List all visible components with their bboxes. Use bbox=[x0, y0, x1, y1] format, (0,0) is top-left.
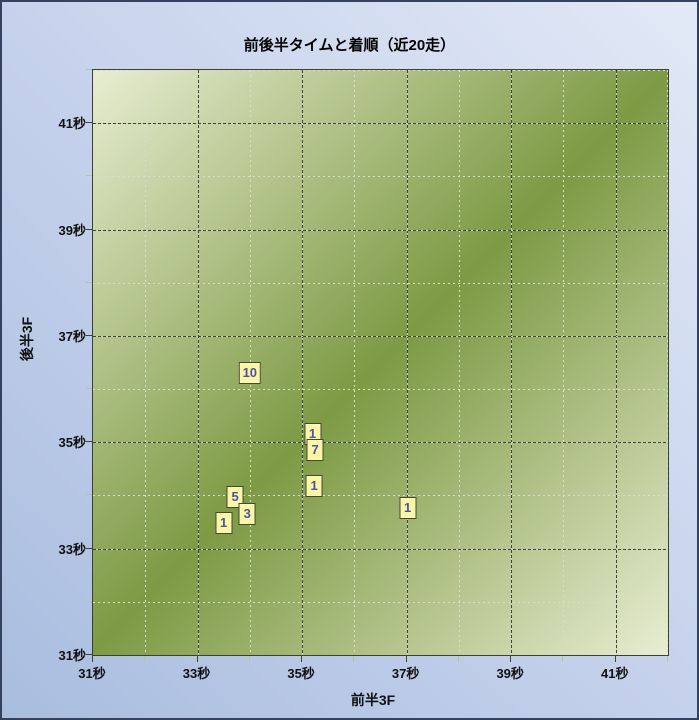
rank-marker: 1 bbox=[399, 496, 417, 519]
gridline-major-horizontal bbox=[93, 548, 668, 550]
gridline-minor-horizontal bbox=[93, 601, 668, 603]
plot-area: 10 1 7 1 5 3 1 1 bbox=[92, 69, 669, 656]
gridline-major-horizontal bbox=[93, 123, 668, 125]
gridline-major-vertical bbox=[615, 70, 617, 655]
gridline-minor-horizontal bbox=[93, 282, 668, 284]
y-axis-tick bbox=[86, 654, 92, 655]
chart-title: 前後半タイムと着順（近20走） bbox=[243, 37, 456, 54]
x-tick-label: 31秒 bbox=[78, 666, 106, 681]
y-axis-minor-tick bbox=[86, 494, 92, 496]
x-axis-minor-tick bbox=[353, 656, 355, 662]
rank-marker: 7 bbox=[306, 439, 324, 462]
gridline-major-horizontal bbox=[93, 335, 668, 337]
y-tick-label: 31秒 bbox=[58, 648, 86, 663]
y-axis-minor-tick bbox=[86, 175, 92, 177]
gridline-minor-horizontal bbox=[93, 389, 668, 391]
y-tick-label: 39秒 bbox=[58, 222, 86, 238]
y-axis-tick bbox=[86, 547, 92, 549]
x-axis-minor-tick bbox=[562, 656, 564, 662]
gridline-minor-vertical bbox=[667, 70, 668, 655]
x-tick-label: 37秒 bbox=[391, 666, 420, 681]
y-axis-tick bbox=[86, 334, 92, 336]
x-tick-label: 35秒 bbox=[287, 666, 315, 681]
gridline-major-vertical bbox=[511, 70, 513, 655]
y-axis-tick bbox=[86, 441, 92, 443]
y-tick-label: 41秒 bbox=[58, 116, 86, 132]
gridline-minor-vertical bbox=[458, 70, 460, 655]
gridline-major-vertical bbox=[406, 70, 408, 655]
gridline-major-horizontal bbox=[93, 229, 668, 231]
x-axis-minor-tick bbox=[457, 656, 459, 662]
x-axis-tick bbox=[301, 656, 303, 662]
x-axis-minor-tick bbox=[144, 656, 146, 662]
y-axis-minor-tick bbox=[86, 69, 92, 70]
gridline-major-vertical bbox=[197, 70, 199, 655]
rank-marker: 3 bbox=[238, 502, 256, 525]
x-tick-label: 41秒 bbox=[600, 666, 629, 681]
x-axis-tick bbox=[614, 656, 616, 662]
y-axis-tick bbox=[86, 122, 92, 124]
rank-marker: 1 bbox=[305, 475, 323, 498]
y-tick-label: 37秒 bbox=[58, 328, 86, 344]
x-axis-minor-tick bbox=[667, 656, 668, 662]
gridline-major-horizontal bbox=[93, 442, 668, 444]
rank-marker: 1 bbox=[215, 511, 233, 534]
x-tick-label: 33秒 bbox=[182, 666, 211, 681]
x-axis-title: 前半3F bbox=[350, 692, 396, 708]
gridline-minor-vertical bbox=[145, 70, 147, 655]
gridline-minor-horizontal bbox=[93, 176, 668, 178]
y-axis-minor-tick bbox=[86, 281, 92, 283]
gridline-minor-vertical bbox=[563, 70, 565, 655]
y-tick-label: 33秒 bbox=[58, 541, 86, 557]
rank-marker: 5 bbox=[226, 485, 244, 508]
gridline-minor-horizontal bbox=[93, 70, 668, 71]
x-axis-minor-tick bbox=[248, 656, 250, 662]
y-axis-minor-tick bbox=[86, 388, 92, 390]
y-axis-tick bbox=[86, 228, 92, 230]
gridline-minor-vertical bbox=[354, 70, 356, 655]
y-axis-minor-tick bbox=[86, 600, 92, 602]
x-axis-tick bbox=[510, 656, 512, 662]
rank-marker: 10 bbox=[238, 362, 262, 385]
x-tick-label: 39秒 bbox=[496, 666, 524, 681]
y-tick-label: 35秒 bbox=[58, 435, 86, 451]
x-axis-tick bbox=[92, 656, 93, 662]
gridline-minor-horizontal bbox=[93, 495, 668, 497]
gridline-major-vertical bbox=[302, 70, 304, 655]
x-axis-tick bbox=[196, 656, 198, 662]
x-axis-tick bbox=[405, 656, 407, 662]
